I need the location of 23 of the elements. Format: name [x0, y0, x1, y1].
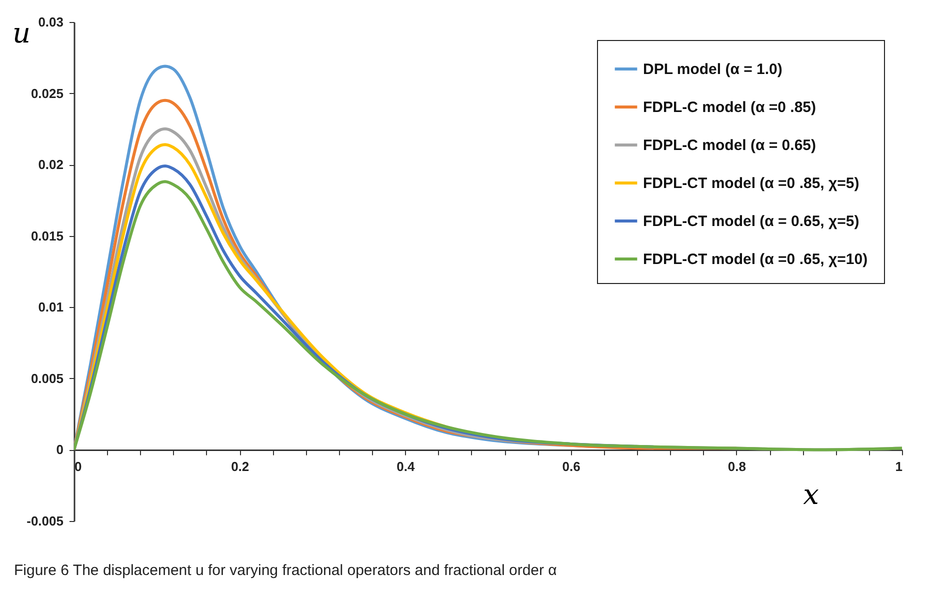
y-tick-label: 0.01	[38, 300, 64, 315]
x-tick-label: 0.2	[231, 459, 250, 474]
y-axis-title: u	[12, 16, 31, 50]
x-axis-title: x	[803, 478, 820, 512]
legend-label: FDPL-C model (α = 0.65)	[643, 137, 816, 154]
y-tick-label: 0	[56, 442, 64, 458]
y-tick-label: -0.005	[26, 514, 64, 528]
legend-label: FDPL-CT model (α =0 .85, χ=5)	[643, 175, 860, 192]
x-tick-label: 0.4	[396, 459, 416, 474]
x-tick-label: 0	[74, 459, 82, 474]
caption: Figure 6 The displacement u for varying fractional operators and fractional order α	[14, 562, 557, 579]
y-tick-label: 0.025	[30, 86, 64, 101]
y-tick-label: 0.005	[30, 370, 64, 386]
legend-label: FDPL-CT model (α = 0.65, χ=5)	[643, 213, 860, 230]
y-tick-label: 0.02	[38, 157, 64, 172]
y-tick-label: 0.015	[30, 228, 64, 244]
legend-label: FDPL-CT model (α =0 .65, χ=10)	[643, 251, 868, 268]
x-tick-label: 0.8	[728, 459, 746, 474]
legend-label: FDPL-C model (α =0 .85)	[643, 99, 816, 116]
y-tick-label: 0.03	[38, 14, 64, 30]
legend-label: DPL model (α = 1.0)	[643, 61, 782, 78]
x-tick-label: 1	[895, 459, 902, 474]
x-tick-label: 0.6	[562, 459, 580, 474]
